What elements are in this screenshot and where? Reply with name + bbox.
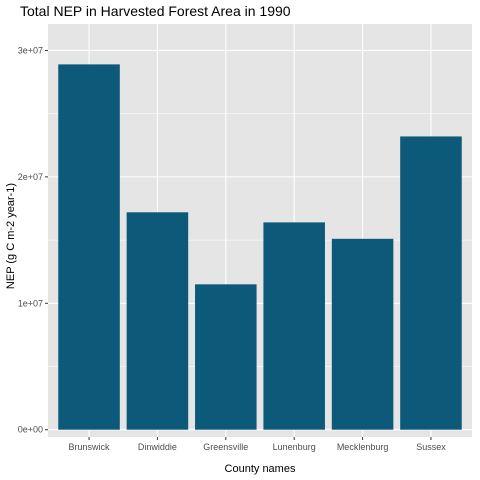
bars xyxy=(58,64,462,430)
bar-mecklenburg xyxy=(331,238,394,430)
bar-sussex xyxy=(400,136,462,430)
y-tick-label: 0e+00 xyxy=(18,425,43,435)
x-tick-label: Lunenburg xyxy=(273,442,316,452)
x-tick-label: Greensville xyxy=(203,442,248,452)
x-tick-label: Brunswick xyxy=(69,442,111,452)
x-tick-label: Dinwiddie xyxy=(138,442,177,452)
bar-dinwiddie xyxy=(126,212,189,430)
bar-greensville xyxy=(195,284,257,430)
bar-brunswick xyxy=(58,64,120,430)
chart-title: Total NEP in Harvested Forest Area in 19… xyxy=(20,3,291,19)
y-axis: 0e+00 1e+07 2e+07 3e+07 xyxy=(18,45,48,435)
x-tick-label: Sussex xyxy=(416,442,446,452)
y-tick-label: 1e+07 xyxy=(18,298,43,308)
x-axis-title: County names xyxy=(225,463,296,475)
bar-lunenburg xyxy=(263,222,325,430)
x-axis: Brunswick Dinwiddie Greensville Lunenburg Me… xyxy=(69,437,446,452)
y-tick-label: 3e+07 xyxy=(18,45,43,55)
y-axis-title: NEP (g C m-2 year-1) xyxy=(5,183,17,289)
y-tick-label: 2e+07 xyxy=(18,172,43,182)
x-tick-label: Mecklenburg xyxy=(337,442,389,452)
